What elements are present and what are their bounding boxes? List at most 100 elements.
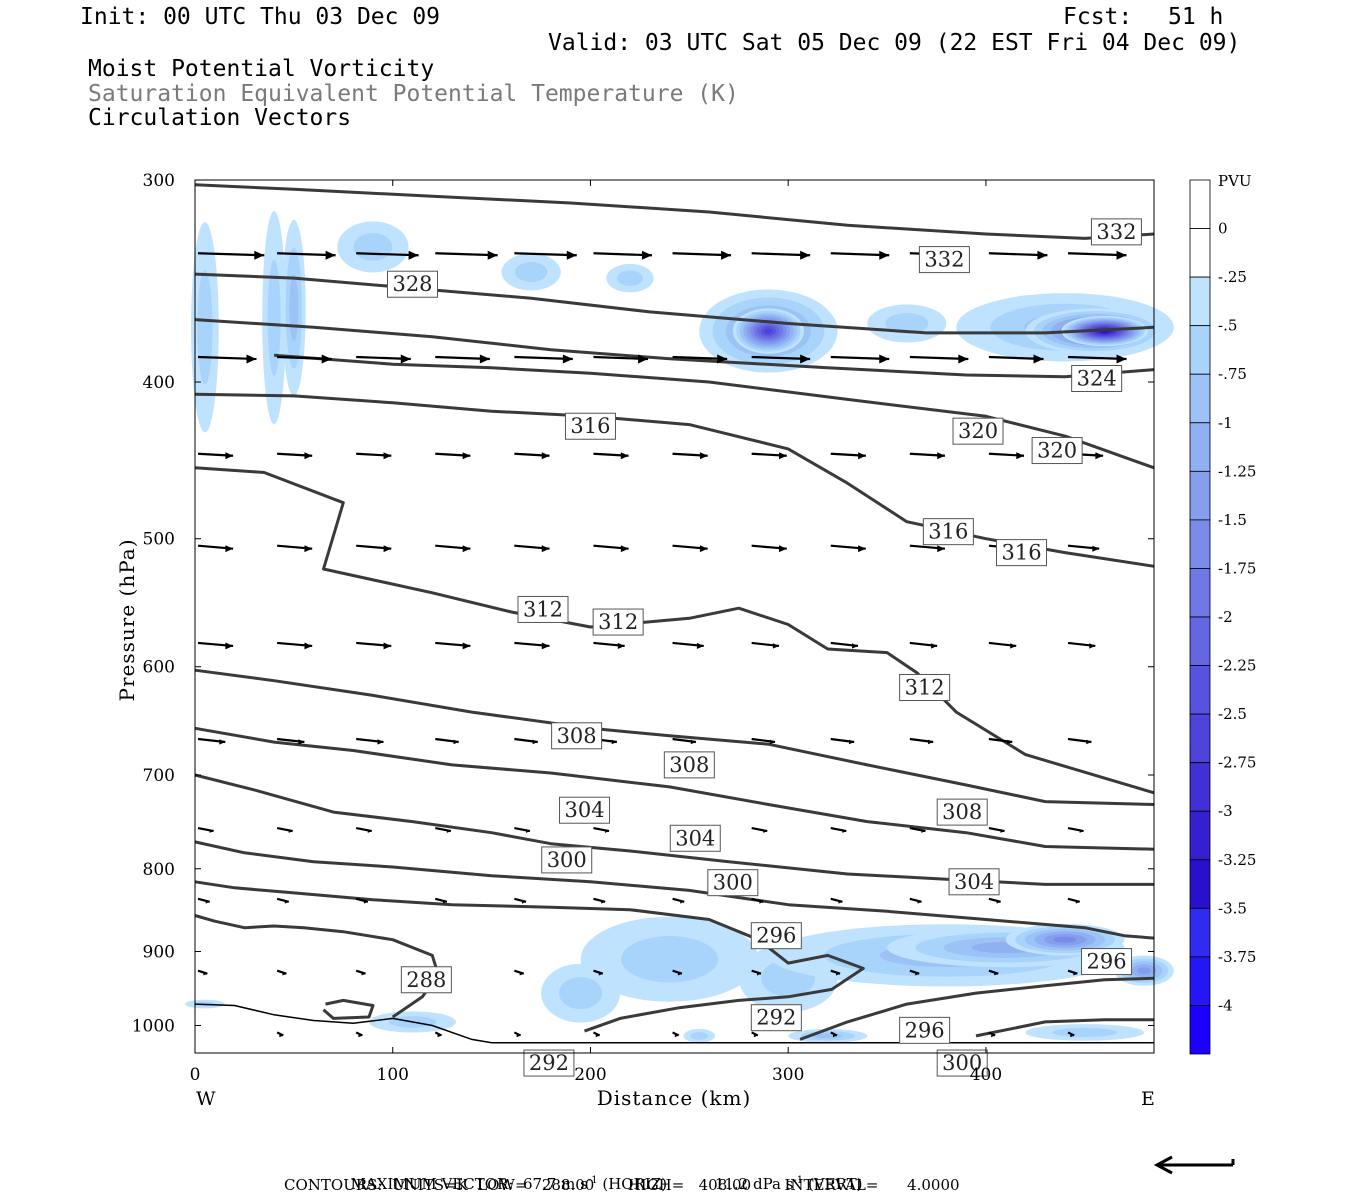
colorbar-swatch (1189, 1005, 1211, 1055)
colorbar-label: 0 (1218, 220, 1228, 238)
theta-contour-288 (322, 998, 375, 1020)
vector-head (852, 643, 859, 649)
y-tick-label: 700 (143, 766, 175, 786)
colorbar-label: -2.25 (1218, 657, 1256, 675)
vector-head (696, 642, 704, 650)
vector-head (617, 642, 625, 650)
colorbar-label: -.75 (1218, 365, 1247, 383)
colorbar-swatch (1189, 276, 1211, 327)
contour-label-304: 304 (954, 870, 994, 894)
contour-label-box (400, 966, 452, 994)
contour-label-box (750, 1004, 802, 1032)
vector-head (721, 250, 732, 260)
theta-contour-292 (194, 880, 865, 1033)
contour-label-324: 324 (1077, 366, 1117, 390)
vector-head (519, 971, 524, 976)
theta-contour-332 (194, 183, 1155, 240)
vector-shaft (592, 1031, 601, 1037)
vector-head (383, 642, 392, 650)
theta-contour-320 (273, 353, 1155, 470)
reference-vector-icon (1153, 1155, 1235, 1175)
vector-head (408, 250, 419, 260)
contours-info: CONTOURS: UNITS=K LOW= 288.00 HIGH= 408.… (284, 1176, 960, 1194)
vector-shaft (1067, 1031, 1075, 1037)
vector-head (358, 1033, 363, 1038)
vector-shaft (434, 1031, 442, 1037)
max-horiz-exp: -1 (587, 1175, 598, 1186)
vector-head (203, 971, 208, 976)
theta-contour-288 (194, 914, 440, 1019)
vector-head (779, 452, 787, 460)
vector-head (699, 452, 708, 460)
vector-head (838, 900, 843, 904)
contour-label-312: 312 (598, 610, 638, 634)
vector-head (779, 545, 787, 553)
vector-head (699, 545, 708, 553)
vector-head (879, 354, 890, 364)
vector-head (288, 829, 293, 833)
colorbar-swatch (1189, 519, 1211, 569)
vector-head (848, 739, 855, 745)
vector-head (383, 452, 392, 460)
vector-head (800, 354, 811, 364)
pv-fill-blob (885, 313, 929, 334)
colorbar-label: -3.75 (1218, 948, 1256, 966)
theta-contour-308 (194, 668, 1155, 806)
colorbar-label: -1.25 (1218, 462, 1256, 480)
x-west-label: W (196, 1088, 216, 1110)
vector-head (836, 971, 841, 976)
contour-label-304: 304 (675, 826, 715, 850)
contour-label-312: 312 (905, 676, 945, 700)
vector-shaft (672, 1031, 680, 1037)
colorbar-swatch (1189, 325, 1211, 375)
vector-head (1116, 250, 1127, 260)
contour-label-300: 300 (713, 871, 753, 895)
vector-head (1033, 354, 1044, 364)
pv-fill-blob (559, 977, 603, 1010)
vector-head (304, 452, 313, 460)
vector-head (284, 900, 289, 904)
contour-label-box (387, 270, 439, 298)
pv-fill-blob (1053, 936, 1077, 943)
vector-head (363, 900, 368, 904)
vector-head (246, 354, 257, 364)
contour-label-box (922, 518, 974, 546)
contour-label-box (1090, 218, 1142, 246)
y-tick-label: 300 (143, 171, 175, 191)
contour-label-box (918, 246, 970, 274)
x-axis-label: Distance (km) (597, 1086, 752, 1110)
colorbar-label: -.25 (1218, 268, 1247, 286)
contour-label-box (523, 1049, 575, 1077)
colorbar-label: -2.75 (1218, 754, 1256, 772)
theta-contour-296 (799, 976, 1155, 1041)
max-vert-unit: dPa s (752, 1175, 794, 1193)
vector-head (453, 739, 459, 745)
contour-label-332: 332 (924, 248, 964, 272)
title-mpv: Moist Potential Vorticity (88, 56, 435, 82)
colorbar-label: -3.25 (1218, 851, 1256, 869)
contour-label-box (517, 595, 569, 623)
contour-label-288: 288 (406, 968, 446, 992)
contour-label-box (707, 869, 759, 897)
contour-label-312: 312 (523, 597, 563, 621)
vector-head (321, 354, 332, 364)
colorbar-swatch (1189, 907, 1211, 958)
vector-head (254, 250, 265, 260)
vector-head (858, 452, 866, 460)
vector-head (1010, 643, 1017, 649)
vector-head (1075, 900, 1080, 904)
colorbar-label: -4 (1218, 996, 1233, 1014)
vector-head (620, 452, 629, 460)
vector-head (605, 829, 610, 833)
colorbar-swatch (1189, 713, 1211, 764)
vector-head (832, 1033, 837, 1038)
vector-head (800, 250, 811, 260)
colorbar-swatch (1189, 422, 1211, 472)
vector-head (462, 452, 471, 460)
colorbar-label: -3.5 (1218, 899, 1247, 917)
x-tick-label: 400 (970, 1065, 1002, 1085)
contour-label-box (899, 674, 951, 702)
vector-head (763, 829, 768, 833)
vector-head (541, 642, 550, 650)
